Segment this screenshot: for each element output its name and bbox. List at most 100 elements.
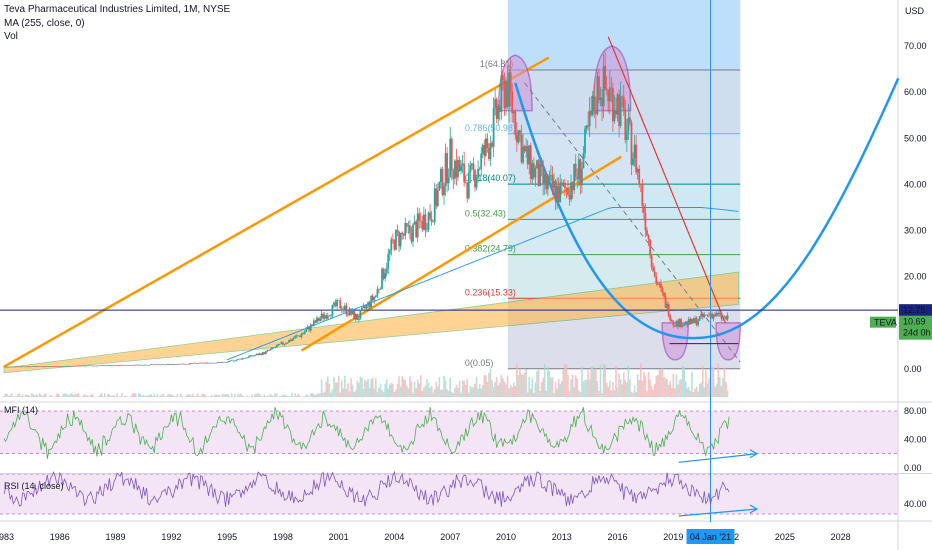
volume-bar — [209, 396, 211, 397]
candle-body — [486, 138, 489, 148]
volume-bar — [29, 396, 32, 397]
orange-trendline-upper — [3, 56, 550, 368]
volume-bar — [396, 383, 399, 397]
candle-body — [553, 181, 555, 188]
volume-bar — [105, 396, 108, 397]
volume-bar — [266, 395, 269, 397]
candle-body — [582, 153, 585, 169]
candle-body — [484, 138, 487, 156]
candle-body — [529, 145, 532, 179]
candle-body — [362, 306, 365, 308]
volume-bar — [362, 388, 365, 397]
candle-body — [726, 315, 729, 320]
volume-bar — [261, 396, 264, 397]
candle-body — [184, 364, 187, 365]
volume-bar — [116, 393, 118, 397]
volume-label[interactable]: Vol — [4, 31, 18, 42]
volume-bar — [393, 392, 396, 397]
volume-bar — [584, 380, 586, 397]
volume-bar — [254, 393, 256, 397]
candle-body — [391, 239, 394, 240]
volume-bar — [331, 389, 334, 397]
fib-label-0: 1(64.81) — [480, 59, 514, 69]
candle-body — [467, 172, 470, 199]
volume-bar — [153, 393, 156, 397]
volume-bar — [63, 393, 66, 397]
candle-body — [309, 324, 312, 331]
volume-bar — [395, 389, 397, 397]
candle-body — [340, 308, 343, 311]
candle-body — [543, 174, 546, 185]
volume-bar — [495, 377, 498, 397]
candle-body — [100, 365, 103, 366]
volume-bar — [415, 388, 417, 397]
candle-body — [453, 160, 456, 179]
candle-body — [412, 224, 414, 242]
candle-body — [254, 355, 256, 356]
volume-bar — [303, 396, 306, 397]
candle-body — [374, 295, 377, 298]
volume-bar — [193, 396, 196, 397]
volume-bar — [131, 393, 134, 397]
candle-body — [330, 315, 332, 316]
candle-body — [387, 254, 390, 269]
candle-body — [398, 231, 400, 247]
price-tick-label: 0.00 — [904, 364, 922, 374]
volume-bar — [486, 381, 489, 397]
volume-bar — [274, 393, 276, 397]
candle-body — [605, 88, 608, 91]
volume-bar — [678, 380, 681, 397]
volume-bar — [684, 381, 687, 397]
candle-body — [202, 362, 205, 364]
candle-body — [97, 365, 100, 367]
candle-body — [207, 362, 210, 364]
volume-bar — [460, 392, 462, 397]
candle-body — [263, 352, 266, 354]
volume-bar — [170, 394, 173, 397]
candle-body — [221, 362, 224, 363]
moving-average-line — [226, 207, 739, 361]
candle-body — [68, 366, 70, 367]
volume-bar — [238, 394, 241, 397]
time-tick-label: 1986 — [50, 532, 70, 542]
candle-body — [669, 316, 672, 320]
volume-bar — [40, 395, 42, 397]
candle-body — [286, 342, 289, 344]
candle-body — [6, 366, 8, 368]
volume-bar — [424, 385, 427, 397]
candle-body — [673, 325, 676, 327]
volume-bar — [196, 393, 199, 397]
volume-bar — [526, 392, 529, 397]
candle-body — [199, 362, 202, 364]
volume-bar — [69, 393, 72, 397]
candle-body — [488, 147, 490, 160]
volume-bar — [241, 395, 244, 397]
candle-body — [117, 365, 120, 366]
candle-body — [255, 354, 258, 356]
volume-bar — [350, 378, 352, 397]
candle-body — [376, 289, 379, 296]
candle-body — [88, 365, 91, 367]
volume-bar — [260, 395, 262, 397]
candle-body — [621, 96, 624, 98]
volume-bar — [38, 393, 41, 397]
candle-body — [435, 188, 438, 207]
candle-body — [371, 295, 374, 301]
candle-body — [475, 177, 478, 188]
volume-bar — [635, 391, 637, 397]
volume-bar — [271, 395, 273, 397]
candle-body — [350, 308, 352, 315]
candle-body — [370, 295, 373, 308]
volume-bar — [230, 393, 233, 397]
volume-bar — [76, 394, 78, 397]
volume-bar — [471, 387, 473, 397]
ma-indicator-label[interactable]: MA (255, close, 0) — [4, 18, 85, 29]
candle-body — [247, 356, 250, 358]
volume-bar — [217, 394, 219, 397]
candle-body — [570, 182, 572, 200]
candle-body — [576, 177, 579, 180]
volume-bar — [502, 378, 504, 397]
candle-body — [72, 366, 75, 367]
candle-body — [711, 313, 713, 319]
